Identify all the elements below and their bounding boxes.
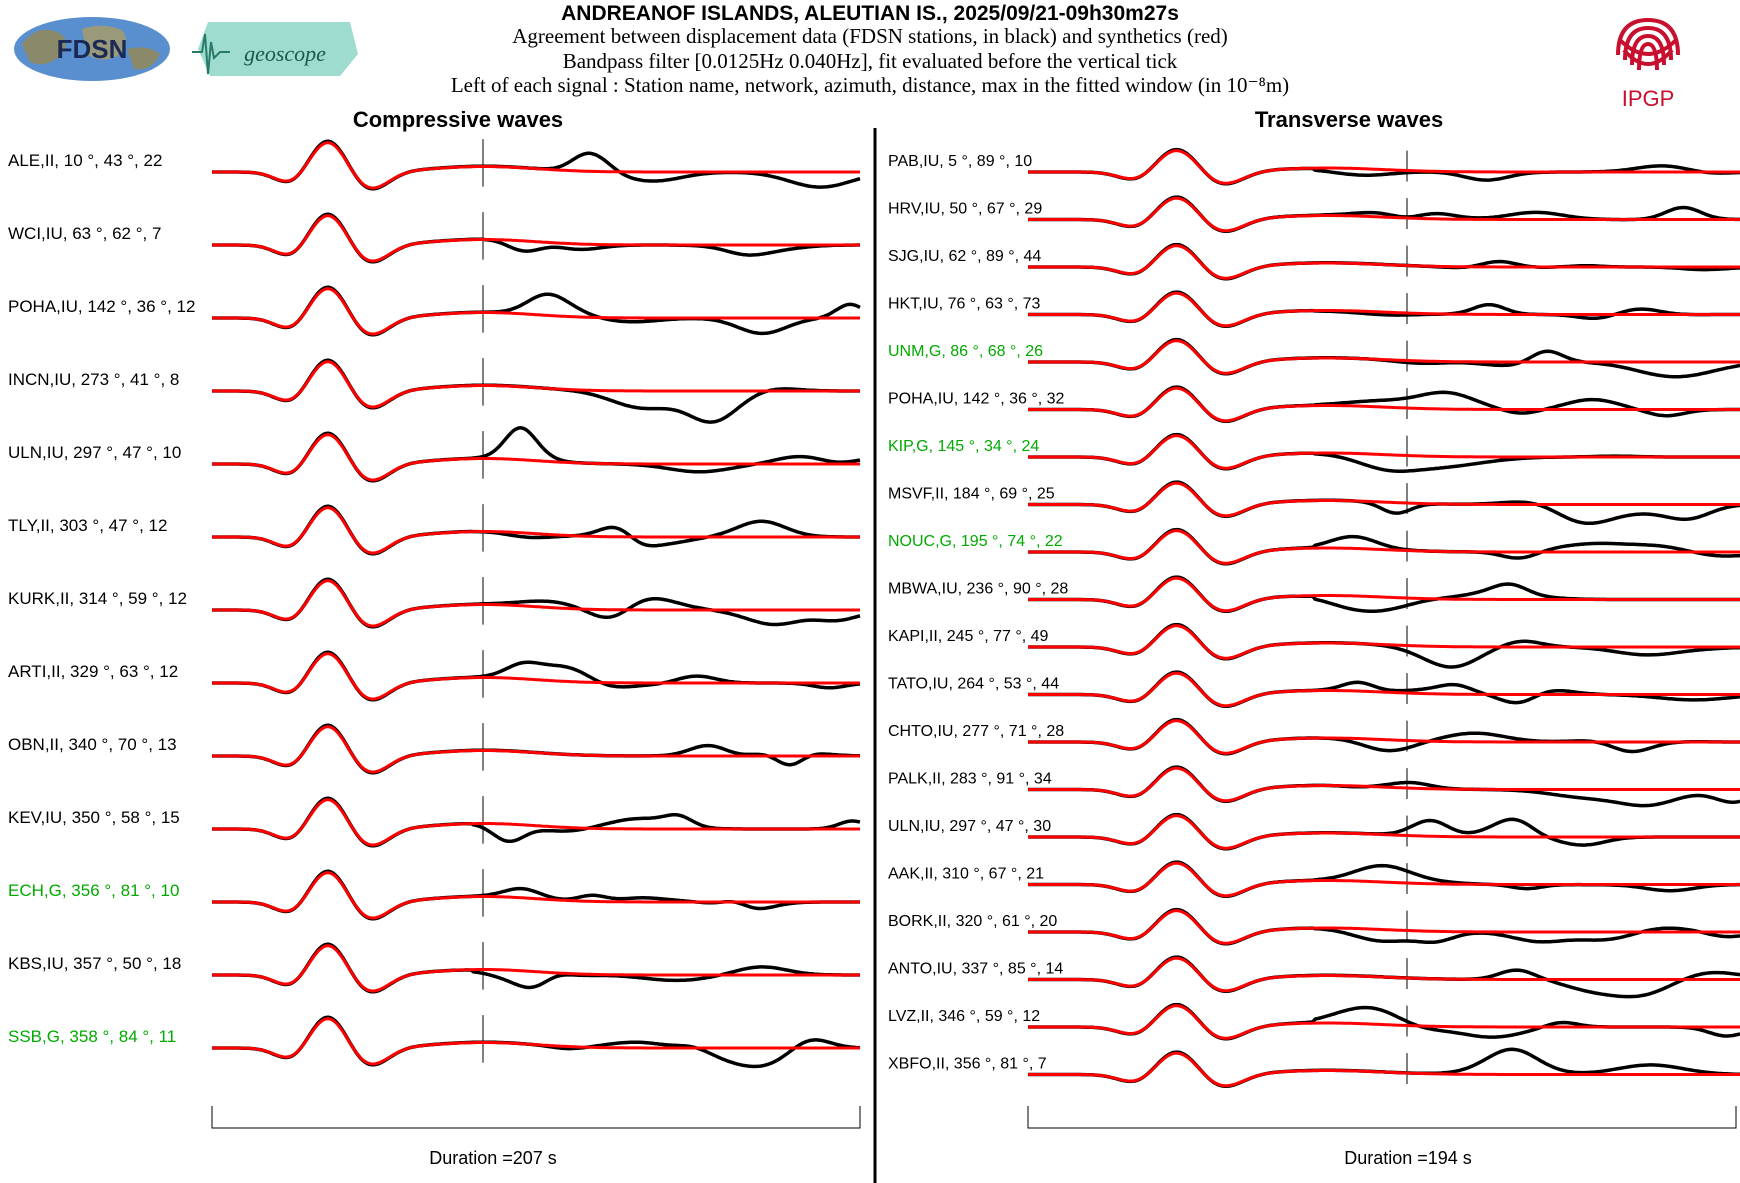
figure-subtitle-1: Agreement between displacement data (FDS… — [512, 24, 1228, 48]
synthetic-trace — [212, 871, 860, 920]
synthetic-trace — [212, 944, 860, 993]
station-label: NOUC,G, 195 °, 74 °, 22 — [888, 533, 1063, 550]
synthetic-trace — [1028, 719, 1740, 755]
synthetic-trace — [212, 1017, 860, 1066]
figure-subtitle-2: Bandpass filter [0.0125Hz 0.040Hz], fit … — [562, 49, 1178, 73]
station-label: XBFO,II, 356 °, 81 °, 7 — [888, 1056, 1047, 1073]
synthetic-trace — [1028, 529, 1740, 565]
station-label: KEV,IU, 350 °, 58 °, 15 — [8, 808, 180, 827]
station-label: LVZ,II, 346 °, 59 °, 12 — [888, 1008, 1040, 1025]
station-label: POHA,IU, 142 °, 36 °, 32 — [888, 391, 1065, 408]
synthetic-trace — [1028, 481, 1740, 518]
data-trace — [212, 577, 861, 629]
station-label: UNM,G, 86 °, 68 °, 26 — [888, 343, 1043, 360]
geoscope-logo-text: geoscope — [244, 41, 326, 66]
station-label: TLY,II, 303 °, 47 °, 12 — [8, 516, 167, 535]
synthetic-trace — [1028, 861, 1740, 898]
station-label: AAK,II, 310 °, 67 °, 21 — [888, 866, 1044, 883]
panel-title-transverse: Transverse waves — [1254, 107, 1444, 132]
synthetic-trace — [1028, 386, 1740, 423]
ipgp-logo-text: IPGP — [1622, 86, 1675, 110]
station-label: KAPI,II, 245 °, 77 °, 49 — [888, 628, 1049, 645]
duration-label-transverse: Duration =194 s — [1344, 1148, 1472, 1168]
synthetic-trace — [1028, 291, 1740, 328]
station-label: PAB,IU, 5 °, 89 °, 10 — [888, 153, 1032, 170]
synthetic-trace — [1028, 1051, 1740, 1088]
station-label: INCN,IU, 273 °, 41 °, 8 — [8, 370, 179, 389]
station-label: PALK,II, 283 °, 91 °, 34 — [888, 771, 1052, 788]
station-label: TATO,IU, 264 °, 53 °, 44 — [888, 676, 1059, 693]
station-label: HKT,IU, 76 °, 63 °, 73 — [888, 296, 1041, 313]
station-label: POHA,IU, 142 °, 36 °, 12 — [8, 297, 195, 316]
synthetic-trace — [212, 506, 860, 555]
geoscope-logo: geoscope — [190, 14, 365, 89]
synthetic-trace — [1028, 576, 1740, 613]
station-label: ARTI,II, 329 °, 63 °, 12 — [8, 662, 178, 681]
synthetic-trace — [1028, 149, 1740, 185]
duration-bracket — [211, 1106, 861, 1129]
station-label: HRV,IU, 50 °, 67 °, 29 — [888, 201, 1042, 218]
station-label: ULN,IU, 297 °, 47 °, 30 — [888, 818, 1051, 835]
synthetic-trace — [1028, 1004, 1740, 1040]
synthetic-trace — [1028, 909, 1740, 945]
synthetic-trace — [212, 579, 860, 628]
station-label: KURK,II, 314 °, 59 °, 12 — [8, 589, 187, 608]
data-trace — [212, 723, 860, 775]
data-trace — [212, 504, 860, 556]
station-label: ANTO,IU, 337 °, 85 °, 14 — [888, 961, 1063, 978]
duration-label-compressive: Duration =207 s — [429, 1148, 557, 1168]
station-label: SSB,G, 358 °, 84 °, 11 — [8, 1027, 176, 1046]
station-label: BORK,II, 320 °, 61 °, 20 — [888, 913, 1057, 930]
station-label: MSVF,II, 184 °, 69 °, 25 — [888, 486, 1055, 503]
synthetic-trace — [1028, 339, 1740, 375]
data-trace — [212, 942, 860, 994]
synthetic-trace — [212, 652, 860, 701]
station-label: WCI,IU, 63 °, 62 °, 7 — [8, 224, 161, 243]
station-label: SJG,IU, 62 °, 89 °, 44 — [888, 248, 1041, 265]
synthetic-trace — [1028, 766, 1740, 803]
station-label: ECH,G, 356 °, 81 °, 10 — [8, 881, 179, 900]
station-label: KBS,IU, 357 °, 50 °, 18 — [8, 954, 181, 973]
synthetic-trace — [212, 214, 860, 263]
station-label: OBN,II, 340 °, 70 °, 13 — [8, 735, 177, 754]
synthetic-trace — [212, 433, 860, 482]
synthetic-trace — [1028, 814, 1740, 850]
synthetic-trace — [1028, 196, 1740, 233]
data-trace — [212, 139, 861, 191]
synthetic-trace — [1028, 956, 1740, 993]
data-trace — [212, 869, 860, 921]
ipgp-logo: IPGP — [1598, 10, 1698, 115]
fdsn-logo: FDSN — [12, 14, 172, 89]
figure-title: ANDREANOF ISLANDS, ALEUTIAN IS., 2025/09… — [561, 2, 1179, 25]
synthetic-trace — [1028, 671, 1740, 708]
station-label: ULN,IU, 297 °, 47 °, 10 — [8, 443, 181, 462]
figure-subtitle-3: Left of each signal : Station name, netw… — [450, 73, 1290, 97]
data-trace — [212, 1015, 861, 1069]
synthetic-trace — [1028, 624, 1740, 660]
station-label: ALE,II, 10 °, 43 °, 22 — [8, 151, 162, 170]
synthetic-trace — [212, 798, 860, 847]
duration-bracket — [1027, 1106, 1737, 1129]
data-trace — [212, 212, 860, 264]
data-trace — [212, 285, 861, 337]
synthetic-trace — [212, 287, 860, 336]
synthetic-trace — [212, 360, 860, 409]
fdsn-logo-text: FDSN — [57, 34, 128, 64]
synthetic-trace — [1028, 244, 1740, 280]
panel-title-compressive: Compressive waves — [352, 107, 564, 132]
station-label: MBWA,IU, 236 °, 90 °, 28 — [888, 581, 1068, 598]
station-label: CHTO,IU, 277 °, 71 °, 28 — [888, 723, 1064, 740]
synthetic-trace — [212, 141, 860, 190]
data-trace — [212, 796, 861, 848]
station-label: KIP,G, 145 °, 34 °, 24 — [888, 438, 1039, 455]
synthetic-trace — [1028, 434, 1740, 470]
data-trace — [1028, 432, 1740, 473]
data-trace — [212, 650, 861, 702]
synthetic-trace — [212, 725, 860, 774]
